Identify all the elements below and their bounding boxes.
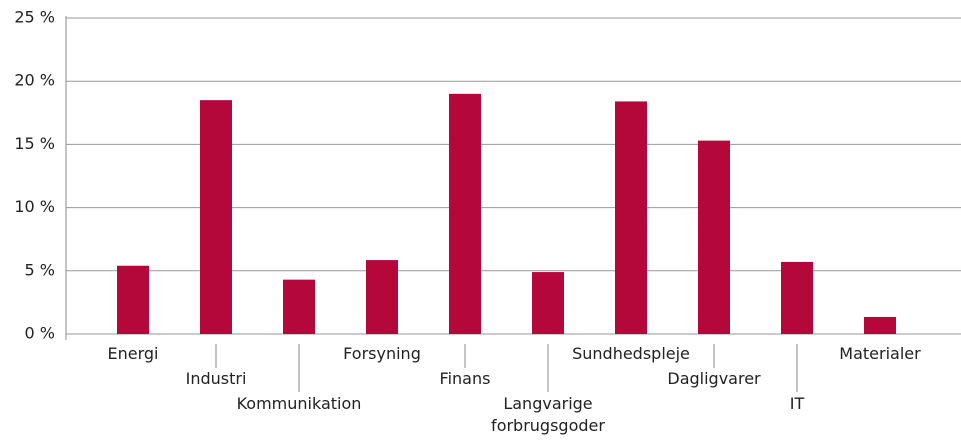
x-tick-label: Langvarige forbrugsgoder bbox=[491, 394, 605, 435]
y-tick-label: 10 % bbox=[14, 197, 55, 216]
bar bbox=[864, 316, 896, 334]
y-tick-label: 15 % bbox=[14, 134, 55, 153]
bar bbox=[283, 279, 315, 334]
bar bbox=[698, 140, 730, 334]
x-tick-label: Dagligvarer bbox=[667, 369, 761, 388]
bar bbox=[366, 260, 398, 334]
x-tick-label: Materialer bbox=[839, 344, 921, 363]
x-tick-label: IT bbox=[789, 394, 805, 413]
x-tick-label: Kommunikation bbox=[236, 394, 362, 413]
y-tick-label: 5 % bbox=[25, 260, 55, 279]
y-tick-label: 20 % bbox=[14, 71, 55, 90]
x-tick-label: Forsyning bbox=[343, 344, 421, 363]
bar bbox=[117, 265, 149, 334]
bar bbox=[532, 272, 564, 334]
y-tick-label: 25 % bbox=[14, 8, 55, 27]
x-tick-label: Sundhedspleje bbox=[572, 344, 690, 363]
x-tick-label: Energi bbox=[107, 344, 159, 363]
bar bbox=[449, 93, 481, 334]
x-tick-label: Finans bbox=[439, 369, 491, 388]
bar bbox=[781, 261, 813, 334]
bar bbox=[615, 101, 647, 334]
y-tick-label: 0 % bbox=[25, 324, 55, 343]
bar bbox=[200, 100, 232, 334]
x-tick-label: Industri bbox=[185, 369, 247, 388]
